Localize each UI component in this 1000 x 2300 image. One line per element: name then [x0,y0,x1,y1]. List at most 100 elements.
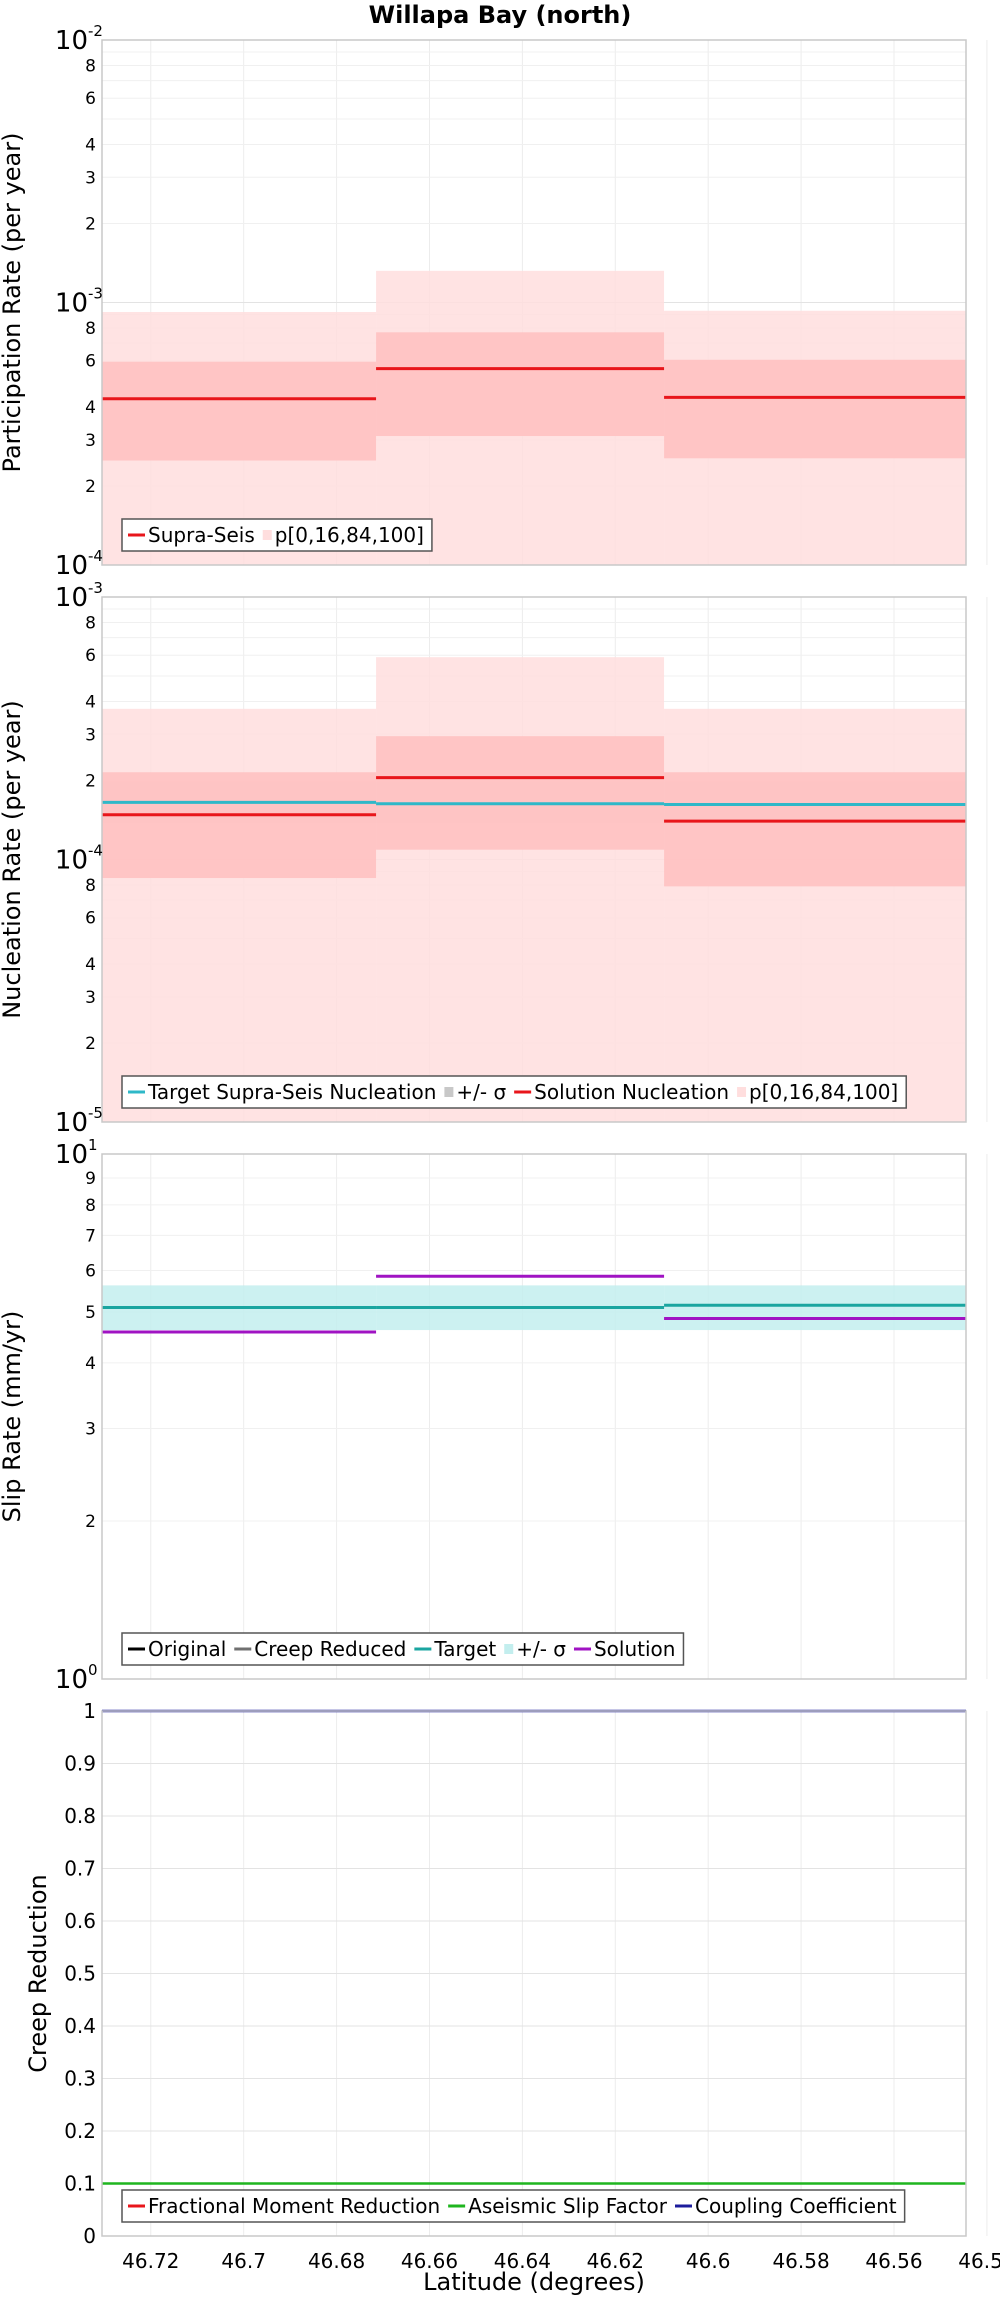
legend-entry: Target Supra-Seis Nucleation [147,1080,436,1104]
y-tick-label: 5 [85,1303,96,1323]
y-tick-label: 2 [85,771,96,791]
y-tick-label: 2 [85,214,96,234]
y-tick-label: 0.9 [64,1752,96,1776]
band-p[0,16,84,100] [664,708,966,1122]
legend: Supra-Seis p[0,16,84,100] [121,518,433,552]
plot-frame [101,1153,967,1680]
y-tick-exponent: -4 [88,842,103,860]
y-tick-exponent: -2 [88,22,103,40]
legend-entry: Fractional Moment Reduction [148,2194,440,2218]
y-tick-exponent: -5 [88,1104,103,1122]
legend-entry: Supra-Seis [148,523,255,547]
y-tick-label: 0.8 [64,1804,96,1828]
y-tick-label: 0.7 [64,1857,96,1881]
y-tick-label: 0.2 [64,2119,96,2143]
y-axis-label: Nucleation Rate (per year) [0,700,26,1019]
y-tick-exponent: 1 [88,1136,98,1154]
y-tick-label: 4 [85,1354,96,1374]
y-tick-label: 8 [85,319,96,339]
y-tick-label: 3 [85,431,96,451]
y-tick-label: 10 [55,1665,88,1695]
y-tick-label: 6 [85,89,96,109]
x-tick-label: 46.56 [865,2249,922,2273]
y-tick-label: 3 [85,1420,96,1440]
legend-entry: p[0,16,84,100] [275,523,424,547]
y-tick-label: 4 [85,692,96,712]
y-tick-label: 10 [55,583,88,613]
band-inner [102,772,377,879]
legend-box [121,2189,906,2223]
y-axis-label: Slip Rate (mm/yr) [0,1311,26,1523]
y-axis-label: Creep Reduction [24,1874,52,2072]
legend-box [121,1075,907,1109]
plot-frame [101,39,967,566]
y-tick-label: 8 [85,876,96,896]
y-tick-label: 3 [85,168,96,188]
legend-entry: Coupling Coefficient [695,2194,897,2218]
y-tick-exponent: -4 [88,547,103,565]
plot-frame [101,1710,967,2237]
legend-entry: Aseismic Slip Factor [468,2194,668,2218]
y-tick-label: 1 [83,1699,96,1723]
y-tick-label: 8 [85,1196,96,1216]
y-tick-label: 10 [55,551,88,581]
x-tick-label: 46.6 [686,2249,731,2273]
y-tick-label: 8 [85,613,96,633]
legend-entry: +/- σ [516,1637,566,1661]
y-tick-label: 3 [85,988,96,1008]
band-inner [664,772,966,887]
y-tick-label: 0 [83,2224,96,2248]
x-tick-label: 46.72 [122,2249,179,2273]
y-tick-label: 0.5 [64,1962,96,1986]
y-tick-label: 4 [85,955,96,975]
legend: Target Supra-Seis Nucleation +/- σ Solutio… [121,1075,907,1109]
y-tick-label: 4 [85,398,96,418]
y-tick-label: 6 [85,646,96,666]
legend: Original Creep Reduced Target +/- σ Solution [121,1632,685,1666]
x-tick-label: 46.68 [308,2249,365,2273]
y-tick-label: 2 [85,1512,96,1532]
legend-swatch [504,1644,514,1654]
legend-entry: Target [433,1637,496,1661]
y-tick-label: 0.1 [64,2172,96,2196]
y-tick-exponent: -3 [88,579,103,597]
y-tick-label: 7 [85,1226,96,1246]
y-tick-exponent: 0 [88,1661,98,1679]
y-axis-label: Participation Rate (per year) [0,133,26,473]
chart-title: Willapa Bay (north) [369,1,632,29]
x-tick-label: 46.58 [772,2249,829,2273]
y-tick-label: 10 [55,1108,88,1138]
y-tick-label: 10 [55,289,88,319]
legend-swatch [262,530,272,540]
x-tick-label: 46.66 [401,2249,458,2273]
x-tick-label: 46.64 [494,2249,551,2273]
band-p[0,16,84,100] [102,708,377,1122]
band-inner [376,332,665,437]
y-tick-label: 10 [55,26,88,56]
x-tick-label: 46.54 [958,2249,1000,2273]
y-tick-label: 9 [85,1169,96,1189]
y-tick-label: 10 [55,846,88,876]
band-inner [102,361,377,461]
band-inner [664,359,966,459]
legend-entry: Solution Nucleation [534,1080,729,1104]
plot-frame [101,596,967,1123]
y-tick-exponent: -3 [88,285,103,303]
legend-box [121,518,433,552]
legend-entry: Original [148,1637,226,1661]
x-axis-label: Latitude (degrees) [423,2268,645,2296]
y-tick-label: 0.4 [64,2014,96,2038]
band-+/- σ [664,1285,966,1331]
y-tick-label: 2 [85,477,96,497]
y-tick-label: 3 [85,725,96,745]
legend-entry: +/- σ [456,1080,506,1104]
legend: Fractional Moment Reduction Aseismic Slip… [121,2189,906,2223]
legend-swatch [444,1087,454,1097]
y-tick-label: 6 [85,1261,96,1281]
legend-entry: Solution [594,1637,675,1661]
legend-entry: p[0,16,84,100] [749,1080,898,1104]
panel-creep: 0 0.1 0.2 0.3 0.4 0.5 0.6 0.7 0.8 0.9 1 Creep Reduc… [24,1699,1000,2273]
